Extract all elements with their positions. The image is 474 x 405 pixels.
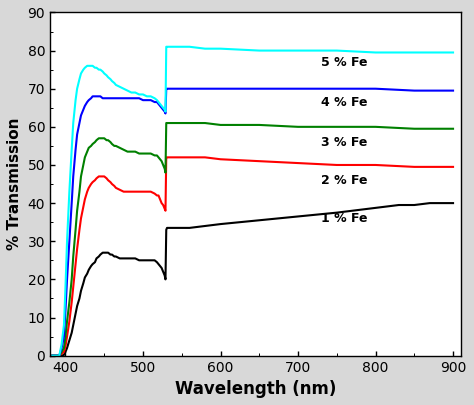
Text: 4 % Fe: 4 % Fe [321, 96, 368, 109]
Text: 5 % Fe: 5 % Fe [321, 55, 368, 68]
Text: 1 % Fe: 1 % Fe [321, 212, 368, 225]
Text: 3 % Fe: 3 % Fe [321, 136, 368, 149]
Y-axis label: % Transmission: % Transmission [7, 118, 22, 250]
Text: 2 % Fe: 2 % Fe [321, 174, 368, 187]
X-axis label: Wavelength (nm): Wavelength (nm) [175, 380, 336, 398]
